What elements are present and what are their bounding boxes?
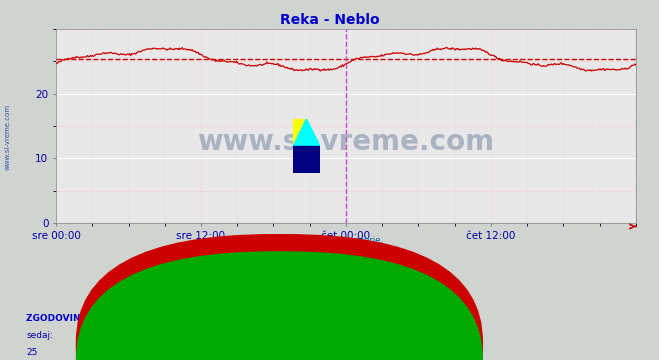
Text: ZGODOVINSKE IN TRENUTNE VREDNOSTI: ZGODOVINSKE IN TRENUTNE VREDNOSTI	[26, 314, 234, 323]
Text: 25: 25	[148, 348, 159, 357]
Text: temperatura[F]: temperatura[F]	[291, 348, 360, 357]
Polygon shape	[293, 119, 320, 146]
Polygon shape	[293, 119, 306, 146]
Text: Reka - Neblo: Reka - Neblo	[273, 331, 338, 340]
Polygon shape	[293, 146, 320, 173]
Text: povpr.:: povpr.:	[148, 331, 179, 340]
Text: 25: 25	[26, 348, 38, 357]
Text: 23: 23	[89, 348, 100, 357]
Text: sedaj:: sedaj:	[26, 331, 53, 340]
Text: zadnja dva dni / 5 minut.: zadnja dva dni / 5 minut.	[275, 255, 384, 264]
Text: Reka - Neblo: Reka - Neblo	[279, 13, 380, 27]
Text: min.:: min.:	[89, 331, 112, 340]
Text: maks.:: maks.:	[208, 331, 237, 340]
Text: 27: 27	[208, 348, 219, 357]
Text: navpična črta - razdelek 24 ur: navpična črta - razdelek 24 ur	[264, 292, 395, 301]
Text: www.si-vreme.com: www.si-vreme.com	[198, 127, 494, 156]
Text: Slovenija / reke in morje.: Slovenija / reke in morje.	[276, 236, 383, 245]
Text: Meritve: povprečne  Enote: anglešaške  Črta: povprečje: Meritve: povprečne Enote: anglešaške Črt…	[210, 273, 449, 284]
Text: www.si-vreme.com: www.si-vreme.com	[5, 104, 11, 170]
